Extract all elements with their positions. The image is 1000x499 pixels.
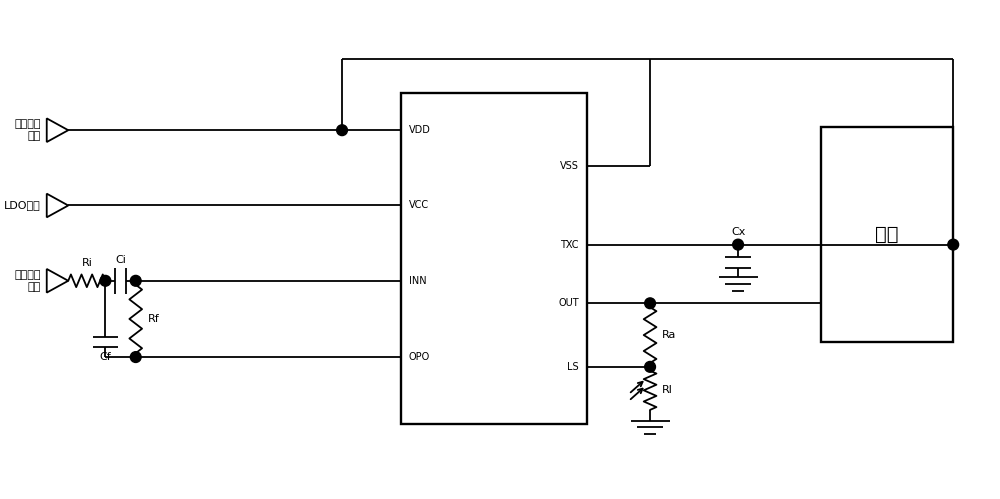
Text: OPO: OPO <box>409 352 430 362</box>
Text: Ri: Ri <box>81 258 92 268</box>
Text: OUT: OUT <box>558 298 579 308</box>
Circle shape <box>130 352 141 362</box>
Text: 电源电压
输入: 电源电压 输入 <box>14 119 41 141</box>
Text: LDO输出: LDO输出 <box>4 201 41 211</box>
Circle shape <box>948 239 959 250</box>
Bar <box>821 127 953 342</box>
Text: TXC: TXC <box>560 240 579 250</box>
Text: Cf: Cf <box>100 352 111 362</box>
Text: Rf: Rf <box>147 314 159 324</box>
Circle shape <box>100 275 111 286</box>
Text: VSS: VSS <box>560 161 579 171</box>
Text: 传感信号
输入: 传感信号 输入 <box>14 270 41 291</box>
Text: LS: LS <box>567 362 579 372</box>
Text: Ra: Ra <box>662 330 676 340</box>
Text: 负载: 负载 <box>875 226 899 245</box>
Text: Ci: Ci <box>115 255 126 265</box>
Text: VCC: VCC <box>409 201 429 211</box>
Circle shape <box>130 275 141 286</box>
Text: Rl: Rl <box>662 385 673 395</box>
Bar <box>401 93 587 424</box>
Text: Cx: Cx <box>731 227 745 237</box>
Circle shape <box>337 125 347 136</box>
Text: INN: INN <box>409 276 426 286</box>
Text: VDD: VDD <box>409 125 430 135</box>
Circle shape <box>733 239 743 250</box>
Circle shape <box>645 298 655 309</box>
Circle shape <box>645 361 655 372</box>
